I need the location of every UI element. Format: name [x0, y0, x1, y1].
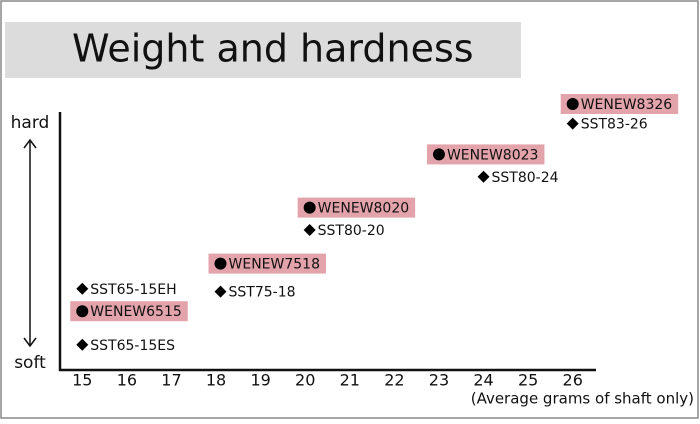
label-highlight [297, 197, 416, 218]
point-group: SST80-20 [303, 223, 385, 239]
point [76, 305, 89, 318]
point-group: SST80-24 [477, 170, 559, 186]
label-highlight [208, 253, 326, 274]
title-box [5, 22, 521, 78]
point [477, 170, 490, 183]
x-tick-label: 17 [161, 371, 181, 390]
chart-title: Weight and hardness [72, 27, 474, 71]
point-group: SST75-18 [214, 285, 296, 301]
y-label-top: hard [11, 113, 50, 133]
point [566, 98, 579, 110]
point-label: SST80-20 [318, 223, 385, 239]
point-label: SST75-18 [229, 285, 296, 301]
point-group: WENEW6515 [70, 301, 188, 322]
hardness-arrow [23, 138, 37, 348]
point-label: WENEW8020 [318, 201, 409, 217]
label-highlight [426, 144, 545, 165]
point [214, 285, 227, 298]
point-group: WENEW8020 [297, 197, 416, 218]
point-group: SST65-15ES [76, 338, 175, 354]
x-tick-label: 16 [117, 371, 137, 390]
point-label: SST80-24 [492, 170, 559, 186]
point [432, 148, 445, 161]
point-label: WENEW8326 [581, 97, 673, 113]
label-highlight [560, 94, 679, 114]
x-tick-label: 22 [384, 371, 404, 390]
x-tick-label: 23 [429, 371, 449, 390]
x-tick-label: 19 [250, 371, 270, 390]
point-group: WENEW8326 [560, 94, 679, 114]
point [214, 257, 227, 270]
x-tick-label: 18 [206, 371, 226, 390]
point [566, 117, 579, 130]
point [303, 224, 316, 236]
x-axis-label: (Average grams of shaft only) [471, 390, 694, 408]
point-label: WENEW7518 [229, 257, 320, 273]
x-tick-label: 20 [295, 371, 315, 390]
x-tick-label: 21 [340, 371, 360, 390]
point [76, 338, 89, 351]
point-label: SST65-15ES [90, 338, 175, 354]
point-label: WENEW6515 [90, 304, 181, 320]
point-group: SST65-15EH [76, 282, 177, 298]
point-group: WENEW7518 [208, 253, 326, 274]
x-tick-label: 26 [563, 371, 583, 390]
point [76, 282, 89, 295]
y-label-bottom: soft [14, 353, 46, 373]
point-label: SST83-26 [581, 117, 648, 133]
point-label: WENEW8023 [447, 147, 538, 163]
x-tick-label: 15 [72, 371, 92, 390]
point-group: SST83-26 [566, 117, 648, 133]
label-highlight [70, 301, 188, 322]
point [303, 201, 316, 214]
point-group: WENEW8023 [426, 144, 545, 165]
point-label: SST65-15EH [90, 282, 176, 298]
x-tick-label: 24 [473, 371, 493, 390]
x-tick-label: 25 [518, 371, 538, 390]
